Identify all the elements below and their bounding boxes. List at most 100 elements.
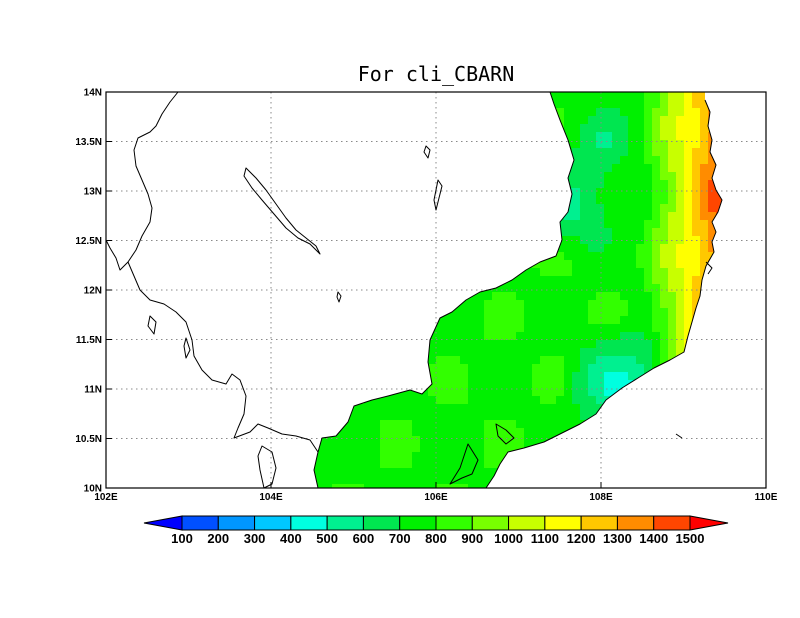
field-cell	[420, 276, 429, 285]
field-cell	[636, 180, 645, 189]
field-cell	[314, 148, 317, 157]
field-cell	[460, 372, 469, 381]
field-cell	[556, 412, 565, 421]
field-cell	[348, 324, 357, 333]
field-cell	[412, 212, 421, 221]
field-cell	[436, 108, 445, 117]
field-cell	[332, 404, 341, 413]
field-cell	[708, 204, 717, 213]
field-cell	[500, 148, 509, 157]
field-cell	[548, 316, 557, 325]
field-cell	[468, 124, 477, 133]
field-cell	[316, 484, 325, 488]
field-cell	[508, 116, 517, 125]
field-cell	[692, 476, 701, 485]
field-cell	[580, 356, 589, 365]
field-cell	[612, 92, 621, 101]
field-cell	[388, 356, 397, 365]
field-cell	[364, 268, 373, 277]
field-cell	[604, 220, 613, 229]
field-cell	[300, 348, 309, 357]
field-cell	[372, 268, 381, 277]
field-cell	[540, 276, 549, 285]
field-cell	[484, 444, 493, 453]
field-cell	[404, 276, 413, 285]
field-cell	[420, 436, 429, 445]
field-cell	[628, 164, 637, 173]
field-cell	[476, 460, 485, 469]
field-cell	[692, 364, 701, 373]
field-cell	[428, 196, 437, 205]
field-cell	[692, 100, 701, 109]
field-cell	[436, 132, 445, 141]
field-cell	[372, 116, 381, 125]
field-cell	[380, 164, 389, 173]
field-cell	[364, 324, 373, 333]
field-cell	[716, 412, 722, 421]
field-cell	[484, 300, 493, 309]
field-cell	[604, 212, 613, 221]
field-cell	[548, 276, 557, 285]
field-cell	[332, 460, 341, 469]
field-cell	[476, 124, 485, 133]
field-cell	[324, 228, 333, 237]
field-cell	[564, 284, 573, 293]
field-cell	[428, 412, 437, 421]
field-cell	[324, 268, 333, 277]
field-cell	[588, 356, 597, 365]
field-cell	[428, 220, 437, 229]
field-cell	[612, 300, 621, 309]
field-cell	[524, 468, 533, 477]
field-cell	[356, 260, 365, 269]
field-cell	[556, 340, 565, 349]
field-cell	[452, 156, 461, 165]
field-cell	[708, 436, 717, 445]
field-cell	[596, 228, 605, 237]
field-cell	[668, 196, 677, 205]
field-cell	[460, 388, 469, 397]
field-cell	[436, 148, 445, 157]
field-cell	[340, 404, 349, 413]
field-cell	[300, 148, 309, 157]
field-cell	[412, 404, 421, 413]
field-cell	[436, 308, 445, 317]
field-cell	[452, 204, 461, 213]
field-cell	[668, 180, 677, 189]
field-cell	[332, 372, 341, 381]
field-cell	[724, 396, 733, 405]
field-cell	[380, 228, 389, 237]
field-cell	[436, 452, 445, 461]
field-cell	[324, 372, 333, 381]
field-cell	[676, 348, 685, 357]
field-cell	[500, 316, 509, 325]
field-cell	[660, 364, 669, 373]
field-cell	[324, 148, 333, 157]
field-cell	[380, 92, 389, 101]
field-cell	[548, 428, 557, 437]
field-cell	[492, 316, 501, 325]
field-cell	[476, 132, 485, 141]
field-cell	[644, 428, 653, 437]
field-cell	[476, 388, 485, 397]
field-cell	[356, 476, 365, 485]
coastline	[105, 91, 723, 489]
field-cell	[348, 108, 357, 117]
field-cell	[596, 428, 605, 437]
field-cell	[660, 92, 669, 101]
field-cell	[700, 196, 709, 205]
field-cell	[316, 284, 325, 293]
field-cell	[700, 372, 709, 381]
field-cell	[516, 340, 525, 349]
field-cell	[620, 380, 629, 389]
field-cell	[668, 332, 677, 341]
field-cell	[668, 444, 677, 453]
field-cell	[692, 172, 701, 181]
field-cell	[628, 108, 637, 117]
field-cell	[612, 332, 621, 341]
field-cell	[332, 380, 341, 389]
field-cell	[468, 484, 477, 488]
field-cell	[572, 444, 581, 453]
field-cell	[692, 220, 701, 229]
field-cell	[468, 404, 477, 413]
field-cell	[484, 364, 493, 373]
